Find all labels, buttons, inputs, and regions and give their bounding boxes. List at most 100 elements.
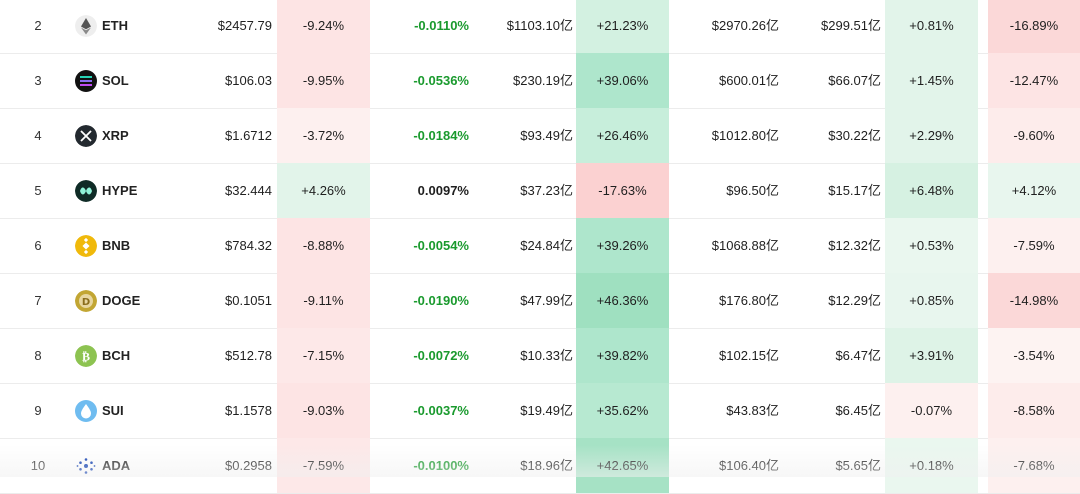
rank-cell: 5 — [34, 183, 42, 198]
price-cell: $0.1051 — [225, 293, 272, 308]
price-change-cell: -9.11% — [277, 273, 370, 328]
coin-symbol: SUI — [102, 403, 124, 418]
market-cap-change-cell: +35.62% — [576, 383, 669, 438]
market-cap-cell: $19.49亿 — [520, 403, 573, 418]
volume-cell: $106.40亿 — [719, 458, 779, 473]
funding-rate-cell: -0.0190% — [413, 293, 469, 308]
table-row[interactable]: 7 D DOGE $0.1051 -9.11% -0.0190% $47.99亿 +46.36… — [0, 273, 1080, 329]
open-interest-cell: $6.47亿 — [835, 348, 881, 363]
market-cap-cell: $93.49亿 — [520, 128, 573, 143]
coin-symbol: ETH — [102, 18, 128, 33]
bnb-icon — [75, 235, 97, 257]
open-interest-change-cell: +0.85% — [885, 273, 978, 328]
price-cell: $2457.79 — [217, 18, 272, 33]
price-change-cell: -7.15% — [277, 328, 370, 383]
sui-icon — [75, 400, 97, 422]
open-interest-change-cell: +0.18% — [885, 438, 978, 493]
coin-symbol: XRP — [102, 128, 129, 143]
coin-symbol: BNB — [102, 238, 131, 253]
table-row[interactable]: 5 HYPE $32.444 +4.26% 0.0097% $37.23亿 -17.63% $… — [0, 163, 1080, 219]
open-interest-cell: $12.32亿 — [828, 238, 881, 253]
week-change-cell: -3.54% — [988, 328, 1080, 383]
coin-symbol: SOL — [102, 73, 129, 88]
open-interest-change-cell: +0.81% — [885, 0, 978, 53]
open-interest-change-cell: +2.29% — [885, 108, 978, 163]
rank-cell: 8 — [34, 348, 42, 363]
price-change-cell: -9.03% — [277, 383, 370, 438]
funding-rate-cell: -0.0110% — [414, 18, 469, 33]
price-change-cell: +4.26% — [277, 163, 370, 218]
coin-symbol: DOGE — [102, 293, 141, 308]
open-interest-cell: $66.07亿 — [828, 73, 881, 88]
open-interest-change-cell: +0.53% — [885, 218, 978, 273]
table-row[interactable]: 3 SOL $106.03 -9.95% -0.0536% $230.19亿 +39.06%… — [0, 53, 1080, 109]
market-cap-change-cell: -17.63% — [576, 163, 669, 218]
price-change-cell: -7.59% — [277, 438, 370, 493]
table-row[interactable]: 2 ETH $2457.79 -9.24% -0.0110% $1103.10亿 +21.2… — [0, 0, 1080, 54]
table-row[interactable]: 10 ADA $0.2958 -7.59% -0.0100% $18.96亿 +42.65%… — [0, 438, 1080, 494]
table-row[interactable]: 8 ₿ BCH $512.78 -7.15% -0.0072% $10.33亿 +39.82%… — [0, 328, 1080, 384]
open-interest-change-cell: +6.48% — [885, 163, 978, 218]
week-change-cell: -9.60% — [988, 108, 1080, 163]
funding-rate-cell: -0.0184% — [413, 128, 469, 143]
open-interest-cell: $12.29亿 — [828, 293, 881, 308]
volume-cell: $43.83亿 — [726, 403, 779, 418]
table-row[interactable]: 6 BNB $784.32 -8.88% -0.0054% $24.84亿 +39.26% $… — [0, 218, 1080, 274]
rank-cell: 2 — [34, 18, 42, 33]
coin-symbol: ADA — [102, 458, 131, 473]
price-cell: $1.6712 — [225, 128, 272, 143]
open-interest-change-cell: +1.45% — [885, 53, 978, 108]
open-interest-change-cell: -0.07% — [885, 383, 978, 438]
market-cap-cell: $24.84亿 — [520, 238, 573, 253]
market-cap-cell: $230.19亿 — [513, 73, 573, 88]
price-cell: $106.03 — [225, 73, 272, 88]
funding-rate-cell: -0.0536% — [413, 73, 469, 88]
price-cell: $784.32 — [225, 238, 272, 253]
rank-cell: 9 — [34, 403, 42, 418]
price-change-cell: -9.24% — [277, 0, 370, 53]
week-change-cell: -16.89% — [988, 0, 1080, 53]
price-change-cell: -8.88% — [277, 218, 370, 273]
market-cap-cell: $47.99亿 — [520, 293, 573, 308]
sol-icon — [75, 70, 97, 92]
market-cap-change-cell: +42.65% — [576, 438, 669, 493]
rank-cell: 6 — [34, 238, 42, 253]
volume-cell: $2970.26亿 — [711, 18, 779, 33]
funding-rate-cell: -0.0037% — [413, 403, 469, 418]
open-interest-cell: $5.65亿 — [835, 458, 881, 473]
coin-symbol: BCH — [102, 348, 131, 363]
doge-icon: D — [75, 290, 97, 312]
week-change-cell: +4.12% — [988, 163, 1080, 218]
week-change-cell: -14.98% — [988, 273, 1080, 328]
open-interest-cell: $30.22亿 — [828, 128, 881, 143]
svg-text:D: D — [82, 297, 90, 308]
volume-cell: $176.80亿 — [719, 293, 779, 308]
market-cap-cell: $10.33亿 — [520, 348, 573, 363]
bch-icon: ₿ — [75, 345, 97, 367]
volume-cell: $1012.80亿 — [711, 128, 779, 143]
open-interest-cell: $15.17亿 — [828, 183, 881, 198]
funding-rate-cell: -0.0100% — [413, 458, 469, 473]
market-cap-change-cell: +39.82% — [576, 328, 669, 383]
price-cell: $1.1578 — [225, 403, 272, 418]
table-row[interactable]: 4 XRP $1.6712 -3.72% -0.0184% $93.49亿 +26.46% $… — [0, 108, 1080, 164]
market-cap-cell: $1103.10亿 — [506, 18, 573, 33]
price-cell: $0.2958 — [225, 458, 272, 473]
rank-cell: 4 — [34, 128, 42, 143]
week-change-cell: -7.68% — [988, 438, 1080, 493]
coin-symbol: HYPE — [102, 183, 138, 198]
price-cell: $512.78 — [225, 348, 272, 363]
price-change-cell: -3.72% — [277, 108, 370, 163]
rank-cell: 7 — [34, 293, 42, 308]
volume-cell: $600.01亿 — [719, 73, 779, 88]
week-change-cell: -8.58% — [988, 383, 1080, 438]
market-cap-change-cell: +21.23% — [576, 0, 669, 53]
market-cap-change-cell: +46.36% — [576, 273, 669, 328]
table-row[interactable]: 9 SUI $1.1578 -9.03% -0.0037% $19.49亿 +35.62% $… — [0, 383, 1080, 439]
market-cap-change-cell: +39.26% — [576, 218, 669, 273]
xrp-icon — [75, 125, 97, 147]
open-interest-cell: $6.45亿 — [835, 403, 881, 418]
open-interest-cell: $299.51亿 — [821, 18, 881, 33]
week-change-cell: -12.47% — [988, 53, 1080, 108]
volume-cell: $102.15亿 — [719, 348, 779, 363]
